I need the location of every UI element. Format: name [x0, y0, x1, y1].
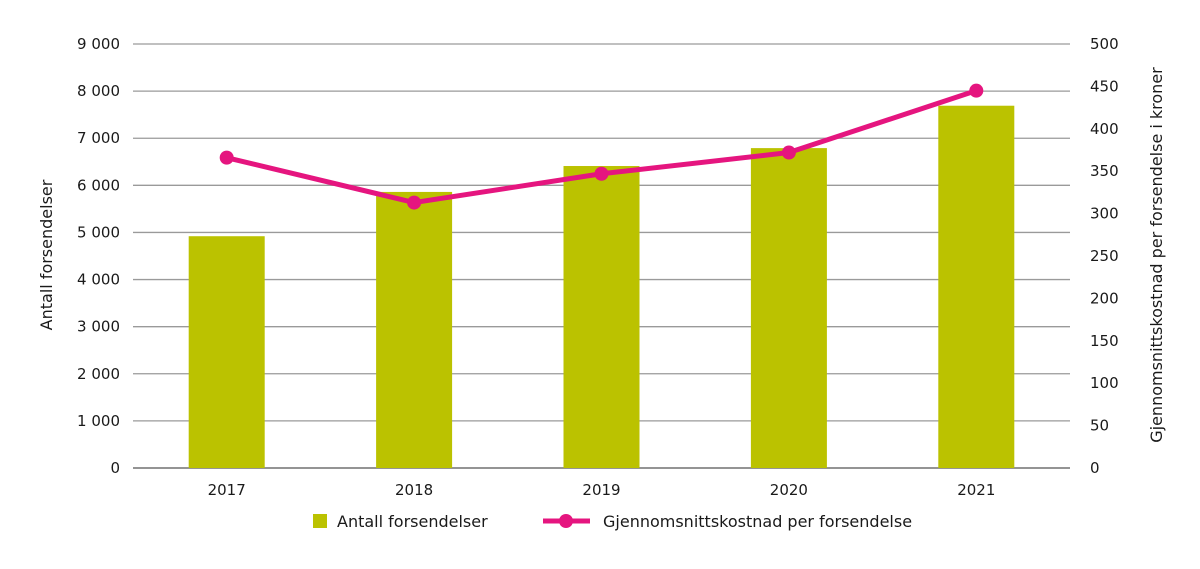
- bar: [563, 166, 640, 469]
- y-tick-label-right: 200: [1090, 289, 1119, 307]
- legend: Antall forsendelser Gjennomsnittskostnad…: [313, 512, 912, 531]
- legend-marker-line: [559, 514, 573, 528]
- y-tick-label-right: 250: [1090, 247, 1119, 265]
- y-tick-label-left: 0: [110, 459, 120, 477]
- y-tick-label-right: 0: [1090, 459, 1100, 477]
- y-tick-label-left: 2 000: [77, 365, 120, 383]
- y-tick-label-right: 400: [1090, 120, 1119, 138]
- line-point: [969, 83, 984, 98]
- y-axis-title-left: Antall forsendelser: [37, 179, 56, 330]
- legend-label-line: Gjennomsnittskostnad per forsendelse: [603, 512, 912, 531]
- legend-swatch-bar: [313, 514, 327, 528]
- y-tick-label-right: 500: [1090, 35, 1119, 53]
- x-tick-label: 2017: [208, 481, 246, 499]
- line-point: [219, 150, 234, 165]
- line-point: [594, 166, 609, 181]
- y-tick-label-right: 100: [1090, 374, 1119, 392]
- x-tick-label: 2019: [582, 481, 620, 499]
- y-tick-label-left: 7 000: [77, 129, 120, 147]
- y-tick-label-right: 50: [1090, 417, 1109, 435]
- y-tick-label-left: 5 000: [77, 223, 120, 241]
- bar: [188, 236, 265, 468]
- line-point: [407, 195, 422, 210]
- y-tick-label-left: 3 000: [77, 318, 120, 336]
- y-tick-label-right: 300: [1090, 205, 1119, 223]
- x-tick-label: 2018: [395, 481, 433, 499]
- bar: [376, 191, 453, 468]
- legend-label-bar: Antall forsendelser: [337, 512, 488, 531]
- y-axis-title-right: Gjennomsnittskostnad per forsendelse i k…: [1147, 67, 1166, 443]
- y-tick-label-right: 450: [1090, 77, 1119, 95]
- y-tick-label-left: 9 000: [77, 35, 120, 53]
- y-tick-label-left: 6 000: [77, 176, 120, 194]
- bar: [938, 105, 1015, 469]
- x-tick-label: 2021: [957, 481, 995, 499]
- y-tick-label-left: 4 000: [77, 271, 120, 289]
- y-tick-label-right: 350: [1090, 162, 1119, 180]
- line-point: [781, 145, 796, 160]
- y-tick-label-right: 150: [1090, 332, 1119, 350]
- bar: [750, 148, 827, 469]
- y-tick-label-left: 1 000: [77, 412, 120, 430]
- x-tick-label: 2020: [770, 481, 808, 499]
- y-tick-label-left: 8 000: [77, 82, 120, 100]
